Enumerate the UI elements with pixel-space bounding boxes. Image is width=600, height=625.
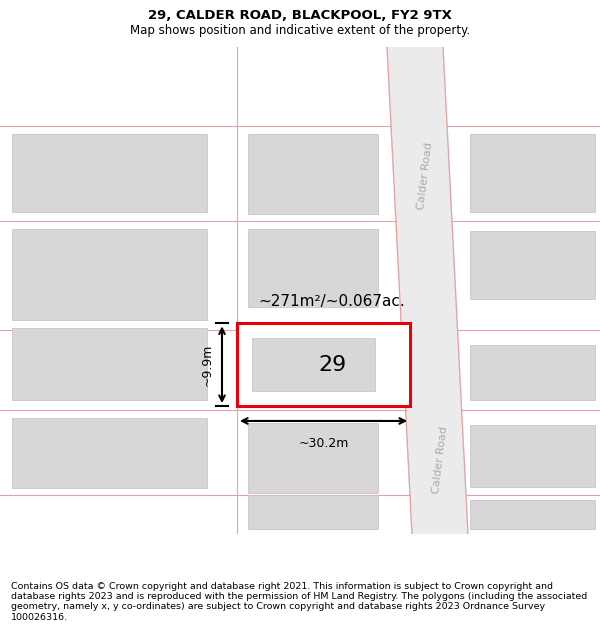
Bar: [248, 423, 378, 493]
Bar: [470, 346, 595, 400]
Bar: [12, 418, 207, 488]
Polygon shape: [387, 47, 468, 534]
Bar: [12, 229, 207, 321]
Text: 29: 29: [318, 355, 346, 375]
Bar: [470, 425, 595, 487]
Text: ~30.2m: ~30.2m: [298, 437, 349, 450]
Bar: [248, 494, 378, 529]
Bar: [248, 134, 378, 214]
Text: Calder Road: Calder Road: [431, 426, 449, 494]
Text: ~9.9m: ~9.9m: [201, 344, 214, 386]
Bar: [248, 229, 378, 306]
Bar: [237, 324, 410, 406]
Text: 29, CALDER ROAD, BLACKPOOL, FY2 9TX: 29, CALDER ROAD, BLACKPOOL, FY2 9TX: [148, 9, 452, 22]
Bar: [470, 231, 595, 299]
Text: Calder Road: Calder Road: [416, 142, 434, 211]
Bar: [252, 338, 375, 391]
Text: Contains OS data © Crown copyright and database right 2021. This information is : Contains OS data © Crown copyright and d…: [11, 582, 587, 622]
Text: Map shows position and indicative extent of the property.: Map shows position and indicative extent…: [130, 24, 470, 37]
Bar: [12, 328, 207, 400]
Bar: [12, 134, 207, 212]
Bar: [470, 499, 595, 529]
Text: ~271m²/~0.067ac.: ~271m²/~0.067ac.: [259, 294, 406, 309]
Bar: [470, 134, 595, 212]
